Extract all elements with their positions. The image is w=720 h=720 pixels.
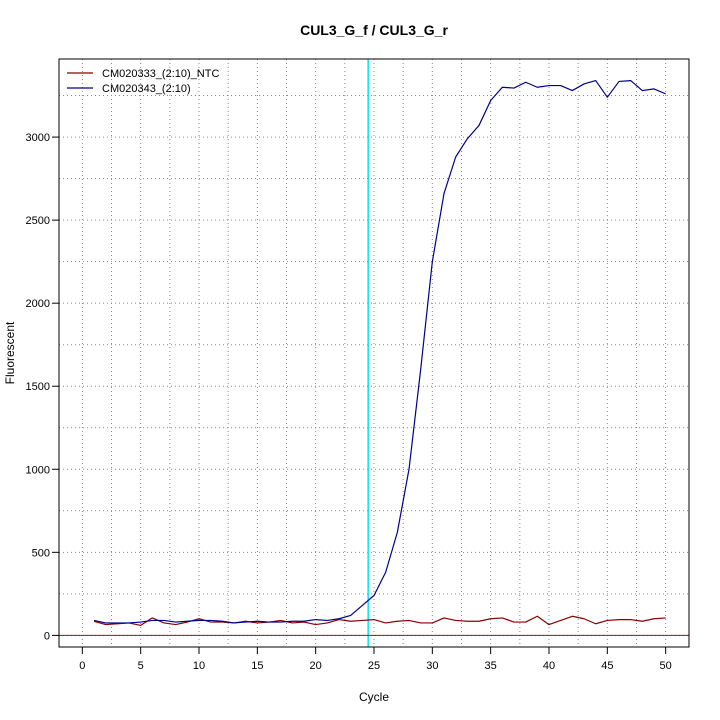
threshold — [59, 59, 689, 647]
series-group — [93, 79, 666, 627]
x-tick-label: 30 — [426, 660, 438, 672]
x-tick-label: 50 — [660, 660, 672, 672]
y-tick-label: 3000 — [26, 132, 50, 144]
y-tick-label: 500 — [32, 547, 50, 559]
y-tick-label: 1500 — [26, 381, 50, 393]
legend: CM020333_(2:10)_NTC CM020343_(2:10) — [67, 68, 219, 95]
series-line-1 — [93, 79, 666, 624]
legend-label-0: CM020333_(2:10)_NTC — [102, 68, 219, 80]
x-tick-label: 45 — [601, 660, 613, 672]
y-tick-label: 2500 — [26, 215, 50, 227]
legend-label-1: CM020343_(2:10) — [102, 83, 191, 95]
x-tick-label: 5 — [138, 660, 144, 672]
y-axis: 0 500 1000 1500 2000 2500 3000 — [26, 132, 60, 642]
x-tick-label: 10 — [193, 660, 205, 672]
series-line-0 — [93, 615, 666, 627]
x-axis-label: Cycle — [359, 690, 389, 704]
x-axis: 0 5 10 15 20 25 30 35 40 45 50 — [79, 646, 672, 672]
x-tick-label: 40 — [543, 660, 555, 672]
x-tick-label: 15 — [251, 660, 263, 672]
x-tick-label: 20 — [310, 660, 322, 672]
chart-title: CUL3_G_f / CUL3_G_r — [300, 22, 448, 38]
y-tick-label: 2000 — [26, 298, 50, 310]
y-tick-label: 0 — [44, 630, 50, 642]
y-tick-label: 1000 — [26, 464, 50, 476]
grid — [59, 59, 689, 647]
x-tick-label: 35 — [485, 660, 497, 672]
y-axis-label: Fluorescent — [3, 321, 17, 384]
x-tick-label: 25 — [368, 660, 380, 672]
x-tick-label: 0 — [79, 660, 85, 672]
